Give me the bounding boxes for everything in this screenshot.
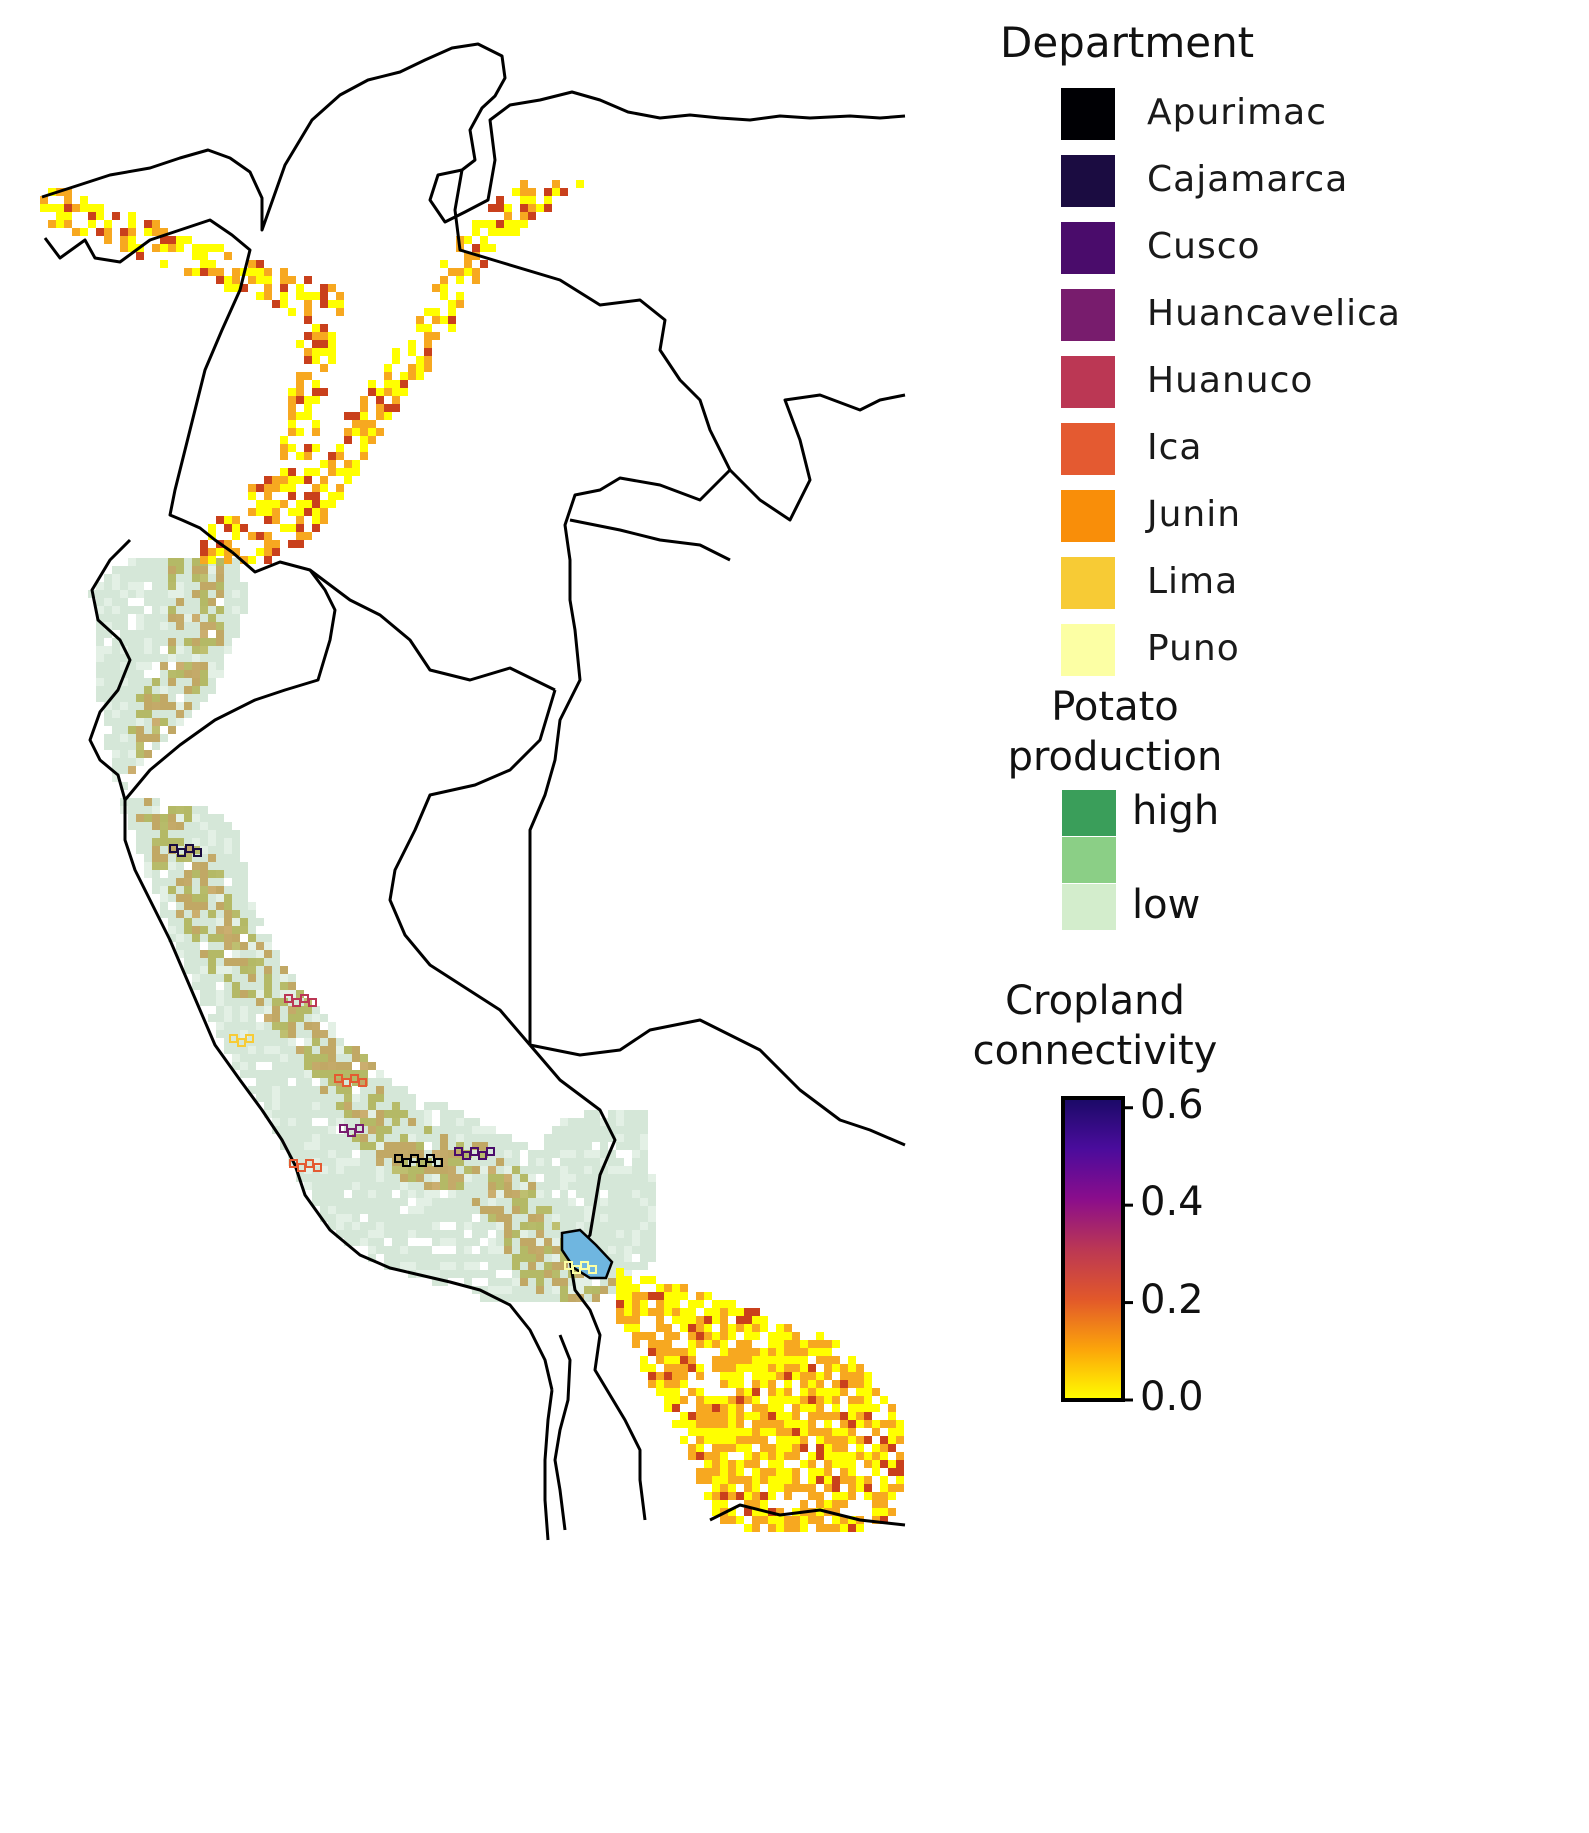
department-label: Huancavelica <box>1147 293 1401 334</box>
department-markers <box>169 844 597 1274</box>
southeast-border <box>709 1503 906 1527</box>
colorbar-tick-label: 0.2 <box>1140 1276 1204 1323</box>
raster-cells <box>40 180 904 1532</box>
colorbar-tick-label: 0.4 <box>1140 1179 1204 1226</box>
department-label: Cajamarca <box>1147 159 1349 200</box>
department-swatch <box>1061 490 1115 542</box>
department-swatch <box>1061 356 1115 408</box>
peru-bolivia-border <box>528 1044 647 1521</box>
department-swatch <box>1061 624 1115 676</box>
colombia-brazil-border <box>569 518 731 562</box>
department-label: Puno <box>1147 628 1240 669</box>
colombia-peru-border <box>388 689 557 1046</box>
colorbar-tick-label: 0.6 <box>1140 1081 1204 1128</box>
cropland-legend-title-line2: connectivity <box>972 1028 1218 1074</box>
potato-swatch <box>1062 790 1116 836</box>
potato-label: low <box>1132 882 1201 928</box>
ecuador-coast <box>88 538 554 1391</box>
department-label: Junin <box>1147 494 1242 535</box>
potato-swatch <box>1062 884 1116 930</box>
coastline-north <box>41 42 906 232</box>
department-swatch <box>1061 88 1115 140</box>
department-legend-title: Department <box>1000 18 1255 67</box>
panama-coast <box>43 218 252 554</box>
colorbar-tick-label: 0.0 <box>1140 1374 1204 1420</box>
country-borders <box>41 42 906 1541</box>
cropland-legend-title-line1: Cropland <box>1005 978 1185 1024</box>
potato-label: high <box>1132 788 1220 834</box>
department-label: Cusco <box>1147 226 1261 267</box>
ecuador-peru-border <box>123 569 337 801</box>
department-swatch <box>1061 155 1115 207</box>
department-swatch <box>1061 423 1115 475</box>
bolivia-chile-border <box>553 1334 572 1531</box>
potato-legend-title-line1: Potato <box>1051 684 1179 730</box>
department-label: Lima <box>1147 561 1239 602</box>
department-swatch <box>1061 557 1115 609</box>
department-swatch <box>1061 222 1115 274</box>
colombia-ecuador-border <box>231 550 556 692</box>
colombia-venezuela-border <box>453 169 732 1045</box>
colorbar-fill <box>1061 1096 1125 1402</box>
map-canvas <box>40 42 906 1541</box>
department-label: Ica <box>1147 427 1203 468</box>
venezuela-brazil-border <box>728 393 906 522</box>
cropland-colorbar <box>1061 1096 1133 1402</box>
potato-legend-title-line2: production <box>1007 734 1223 780</box>
department-label: Apurimac <box>1147 92 1328 133</box>
chile-coast <box>543 1389 554 1541</box>
colorbar-ticks <box>1123 1106 1133 1402</box>
department-swatch <box>1061 289 1115 341</box>
peru-brazil-border <box>529 1018 906 1147</box>
potato-swatch <box>1062 837 1116 883</box>
department-label: Huanuco <box>1147 360 1314 401</box>
